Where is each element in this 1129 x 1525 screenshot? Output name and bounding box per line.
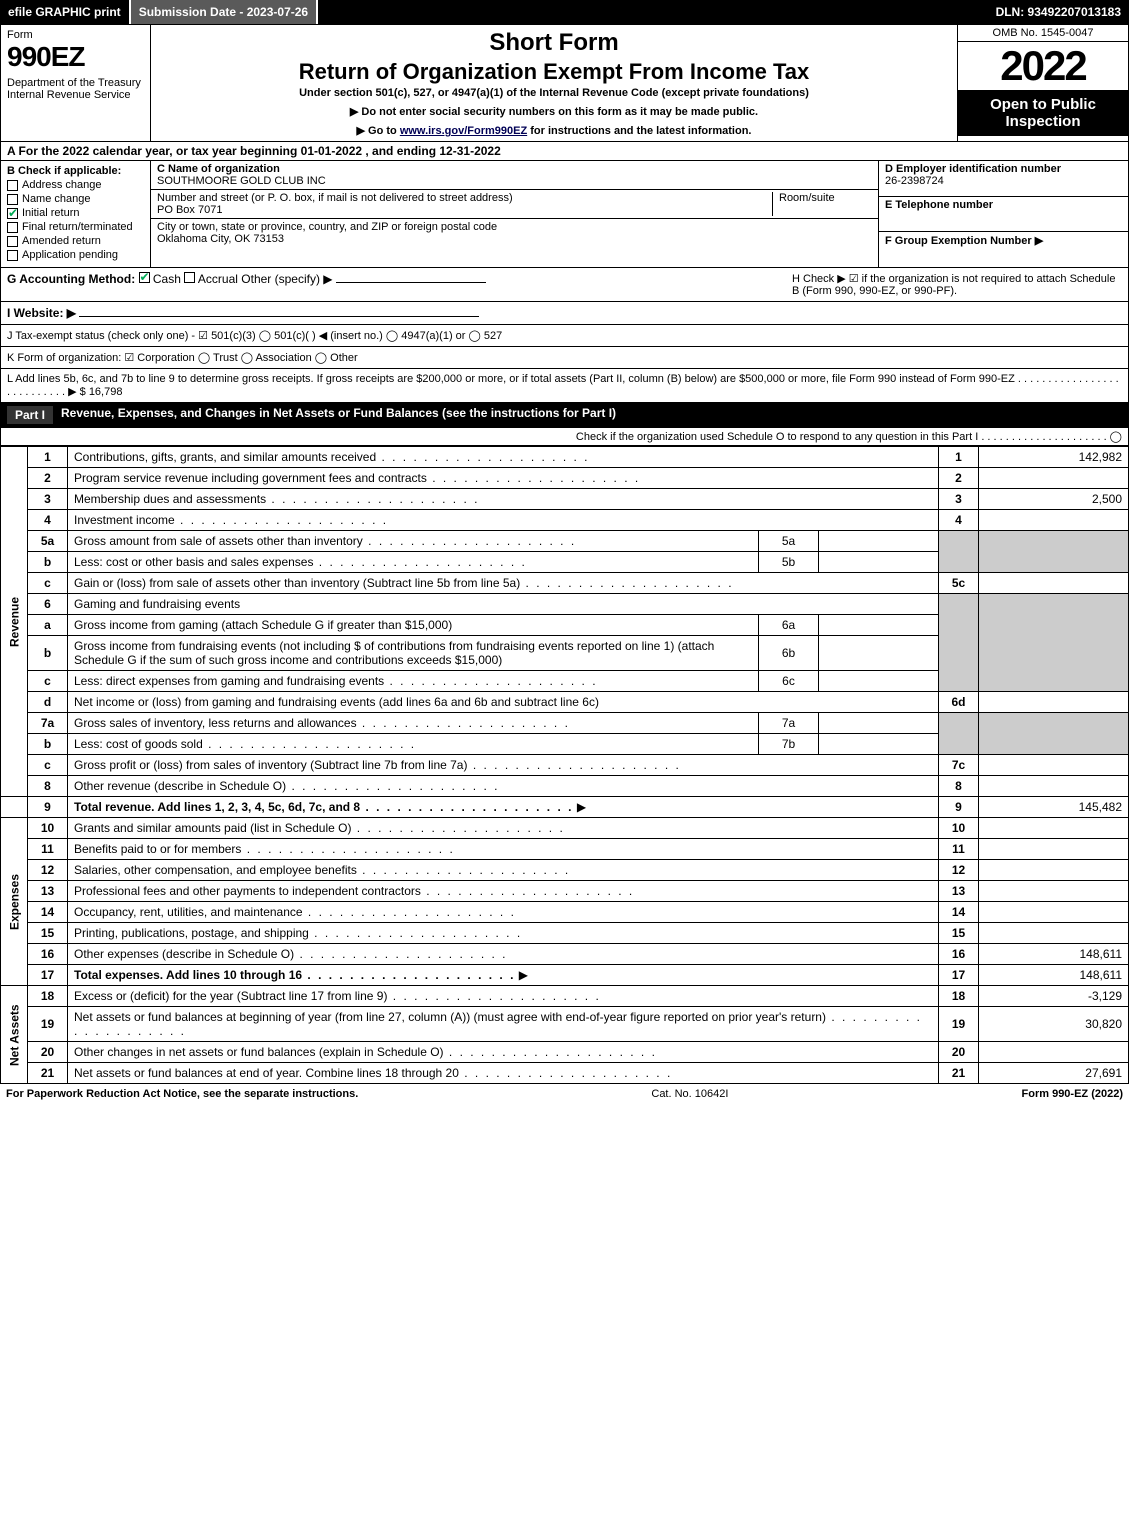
netassets-label: Net Assets (1, 986, 28, 1084)
cat-no: Cat. No. 10642I (651, 1088, 728, 1100)
ein: 26-2398724 (885, 175, 1122, 187)
amt-1: 142,982 (979, 447, 1129, 468)
open-public: Open to Public Inspection (958, 90, 1128, 136)
submission-date: Submission Date - 2023-07-26 (131, 0, 318, 24)
chk-accrual[interactable] (184, 272, 195, 283)
org-name: SOUTHMOORE GOLD CLUB INC (157, 175, 326, 187)
amt-18: -3,129 (979, 986, 1129, 1007)
row-l: L Add lines 5b, 6c, and 7b to line 9 to … (0, 369, 1129, 403)
amt-21: 27,691 (979, 1063, 1129, 1084)
paperwork-notice: For Paperwork Reduction Act Notice, see … (6, 1088, 358, 1100)
expenses-label: Expenses (1, 818, 28, 986)
form-number: 990EZ (7, 41, 144, 73)
ssn-warning: ▶ Do not enter social security numbers o… (157, 105, 951, 118)
org-street: PO Box 7071 (157, 204, 772, 216)
row-k: K Form of organization: ☑ Corporation ◯ … (0, 347, 1129, 369)
section-a: A For the 2022 calendar year, or tax yea… (0, 142, 1129, 161)
revenue-table: Revenue 1Contributions, gifts, grants, a… (0, 446, 1129, 1084)
page-footer: For Paperwork Reduction Act Notice, see … (0, 1084, 1129, 1104)
b-label: B Check if applicable: (7, 165, 144, 177)
amt-17: 148,611 (979, 965, 1129, 986)
amt-19: 30,820 (979, 1007, 1129, 1042)
row-g-h: G Accounting Method: Cash Accrual Other … (0, 268, 1129, 302)
amt-3: 2,500 (979, 489, 1129, 510)
row-i: I Website: ▶ (0, 302, 1129, 325)
revenue-label: Revenue (1, 447, 28, 797)
section-h: H Check ▶ ☑ if the organization is not r… (792, 272, 1122, 297)
tax-year: 2022 (958, 42, 1128, 90)
sections-def: D Employer identification number 26-2398… (878, 161, 1128, 267)
chk-amended[interactable] (7, 236, 18, 247)
row-j: J Tax-exempt status (check only one) - ☑… (0, 325, 1129, 347)
section-c: C Name of organization SOUTHMOORE GOLD C… (151, 161, 878, 267)
top-bar: efile GRAPHIC print Submission Date - 20… (0, 0, 1129, 24)
under-section: Under section 501(c), 527, or 4947(a)(1)… (157, 87, 951, 99)
chk-name[interactable] (7, 194, 18, 205)
irs-link[interactable]: www.irs.gov/Form990EZ (400, 125, 527, 137)
org-city: Oklahoma City, OK 73153 (157, 233, 497, 245)
short-form-title: Short Form (157, 29, 951, 57)
amt-16: 148,611 (979, 944, 1129, 965)
chk-initial[interactable] (7, 208, 18, 219)
section-b: B Check if applicable: Address change Na… (1, 161, 151, 267)
return-title: Return of Organization Exempt From Incom… (157, 59, 951, 85)
omb-number: OMB No. 1545-0047 (958, 25, 1128, 42)
amt-9: 145,482 (979, 797, 1129, 818)
sections-bcdef: B Check if applicable: Address change Na… (0, 161, 1129, 268)
part1-check: Check if the organization used Schedule … (0, 428, 1129, 446)
part-1-header: Part I Revenue, Expenses, and Changes in… (0, 403, 1129, 428)
form-ref: Form 990-EZ (2022) (1022, 1088, 1123, 1100)
form-header: Form 990EZ Department of the Treasury In… (0, 24, 1129, 142)
chk-final[interactable] (7, 222, 18, 233)
dln: DLN: 93492207013183 (988, 0, 1129, 24)
chk-cash[interactable] (139, 272, 150, 283)
form-label: Form (7, 29, 144, 41)
chk-pending[interactable] (7, 250, 18, 261)
goto-instr: ▶ Go to www.irs.gov/Form990EZ for instru… (157, 124, 951, 137)
efile-print[interactable]: efile GRAPHIC print (0, 0, 131, 24)
chk-address[interactable] (7, 180, 18, 191)
dept-treasury: Department of the Treasury Internal Reve… (7, 77, 144, 101)
